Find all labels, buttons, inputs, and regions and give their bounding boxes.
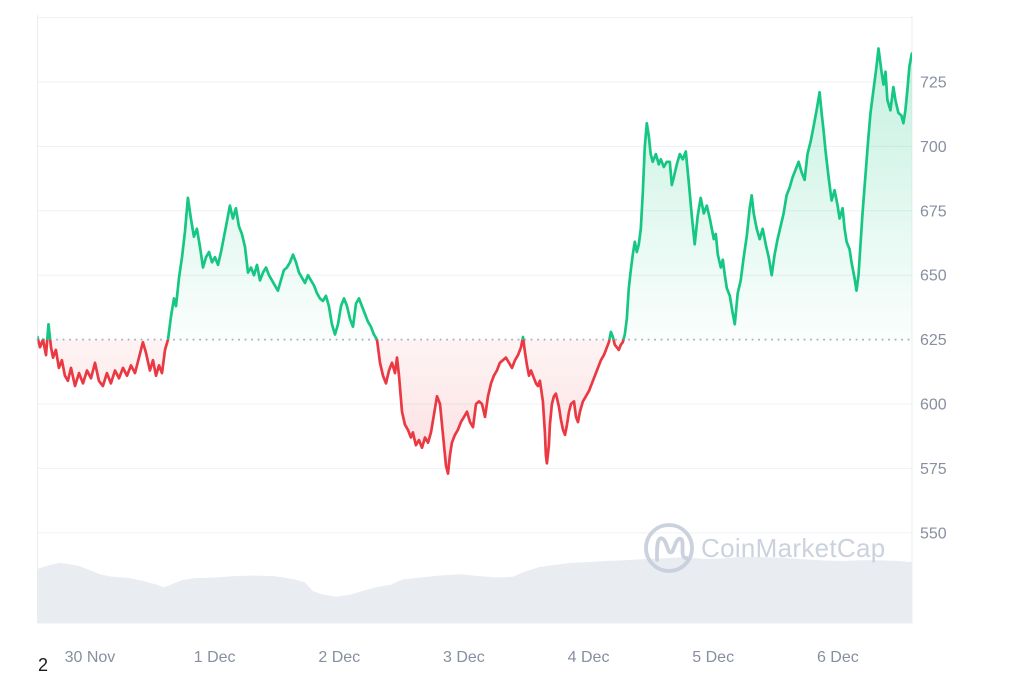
y-axis-label-550: 550 (920, 525, 947, 542)
coinmarketcap-logo-m (655, 536, 689, 562)
y-axis-label-600: 600 (920, 397, 947, 414)
y-axis-label-575: 575 (920, 461, 947, 478)
y-axis-label-650: 650 (920, 268, 947, 285)
stray-page-number: 2 (38, 655, 49, 675)
x-axis-label-30-nov: 30 Nov (65, 649, 116, 666)
price-line-up (37, 47, 912, 340)
y-axis-label-700: 700 (920, 139, 947, 156)
price-area-down (38, 339, 624, 474)
y-axis-label-625: 625 (920, 332, 947, 349)
price-line-down (37, 339, 625, 475)
price-area-up (37, 48, 912, 340)
y-axis-label-675: 675 (920, 203, 947, 220)
y-axis-label-725: 725 (920, 74, 947, 91)
watermark-text: CoinMarketCap (701, 533, 886, 563)
volume-area (37, 557, 912, 623)
x-axis-label-1-dec: 1 Dec (194, 649, 236, 666)
x-axis-label-4-dec: 4 Dec (568, 649, 610, 666)
x-axis-label-5-dec: 5 Dec (692, 649, 734, 666)
watermark: CoinMarketCap (644, 523, 886, 573)
coinmarketcap-logo-icon (644, 523, 694, 573)
x-axis-label-2-dec: 2 Dec (318, 649, 360, 666)
x-axis-label-3-dec: 3 Dec (443, 649, 485, 666)
x-axis-label-6-dec: 6 Dec (817, 649, 859, 666)
